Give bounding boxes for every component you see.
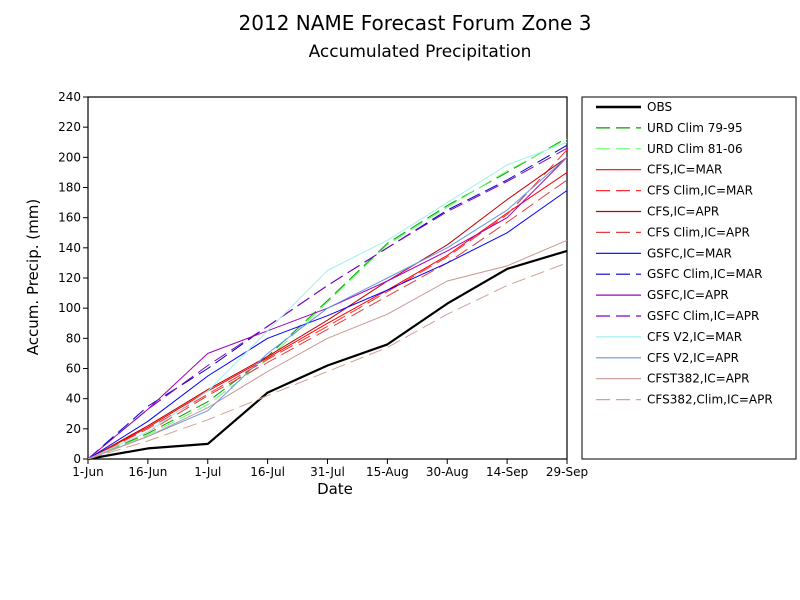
chart-subtitle: Accumulated Precipitation [309,42,532,62]
plot-frame [87,96,568,460]
plot-area [87,96,568,460]
series-line-2 [87,138,568,460]
chart-title: 2012 NAME Forecast Forum Zone 3 [239,11,592,35]
y-axis-label: Accum. Precip. (mm) [24,199,42,355]
legend-label: CFS V2,IC=APR [647,351,739,365]
legend-label: URD Clim 79-95 [647,121,743,135]
x-tick-label: 30-Aug [426,465,469,479]
x-axis-label: Date [317,480,353,498]
series-layer [87,137,568,461]
y-tick-label: 220 [58,120,81,134]
y-tick-label: 200 [58,150,81,164]
x-tick-label: 1-Jul [194,465,221,479]
legend-label: CFS382,Clim,IC=APR [647,393,773,407]
y-tick-label: 180 [58,181,81,195]
axes-layer: 0 20 40 60 80 100 120 140 160 180 200 220 240 1-Jun 16… [58,90,588,479]
x-tick-label: 16-Jun [128,465,167,479]
y-tick-label: 20 [66,422,81,436]
legend-label: GSFC,IC=MAR [647,246,732,260]
x-tick-label: 31-Jul [310,465,345,479]
legend-label: GSFC,IC=APR [647,288,729,302]
series-line-6 [87,179,568,460]
x-tick-label: 16-Jul [250,465,285,479]
series-line-0 [87,249,568,461]
y-tick-label: 60 [66,362,81,376]
legend-label: OBS [647,100,672,114]
series-line-12 [87,156,568,460]
x-tick-label: 29-Sep [546,465,588,479]
y-tick-label: 160 [58,211,81,225]
x-tick-label: 1-Jun [72,465,103,479]
series-line-5 [87,156,568,460]
legend-label: CFS,IC=MAR [647,163,722,177]
legend-label: CFS V2,IC=MAR [647,330,742,344]
legend: OBS URD Clim 79-95 URD Clim 81-06 CFS,IC=MA… [581,96,797,460]
legend-label: URD Clim 81-06 [647,142,743,156]
legend-label: GSFC Clim,IC=MAR [647,267,762,281]
series-line-8 [87,144,568,460]
y-tick-label: 140 [58,241,81,255]
x-tick-label: 14-Sep [486,465,528,479]
y-tick-label: 80 [66,331,81,345]
series-line-14 [87,262,568,460]
y-tick-label: 100 [58,301,81,315]
legend-label: GSFC Clim,IC=APR [647,309,759,323]
x-tick-label: 15-Aug [366,465,409,479]
legend-box [581,96,797,460]
series-line-3 [87,171,568,460]
series-line-7 [87,190,568,460]
y-tick-label: 120 [58,271,81,285]
legend-label: CFS,IC=APR [647,205,719,219]
y-tick-label: 0 [73,452,81,466]
series-line-11 [87,141,568,460]
legend-label: CFS Clim,IC=APR [647,225,750,239]
legend-label: CFS Clim,IC=MAR [647,184,753,198]
y-tick-label: 40 [66,392,81,406]
series-line-13 [87,239,568,460]
series-line-10 [87,147,568,460]
y-tick-label: 240 [58,90,81,104]
legend-label: CFST382,IC=APR [647,372,750,386]
